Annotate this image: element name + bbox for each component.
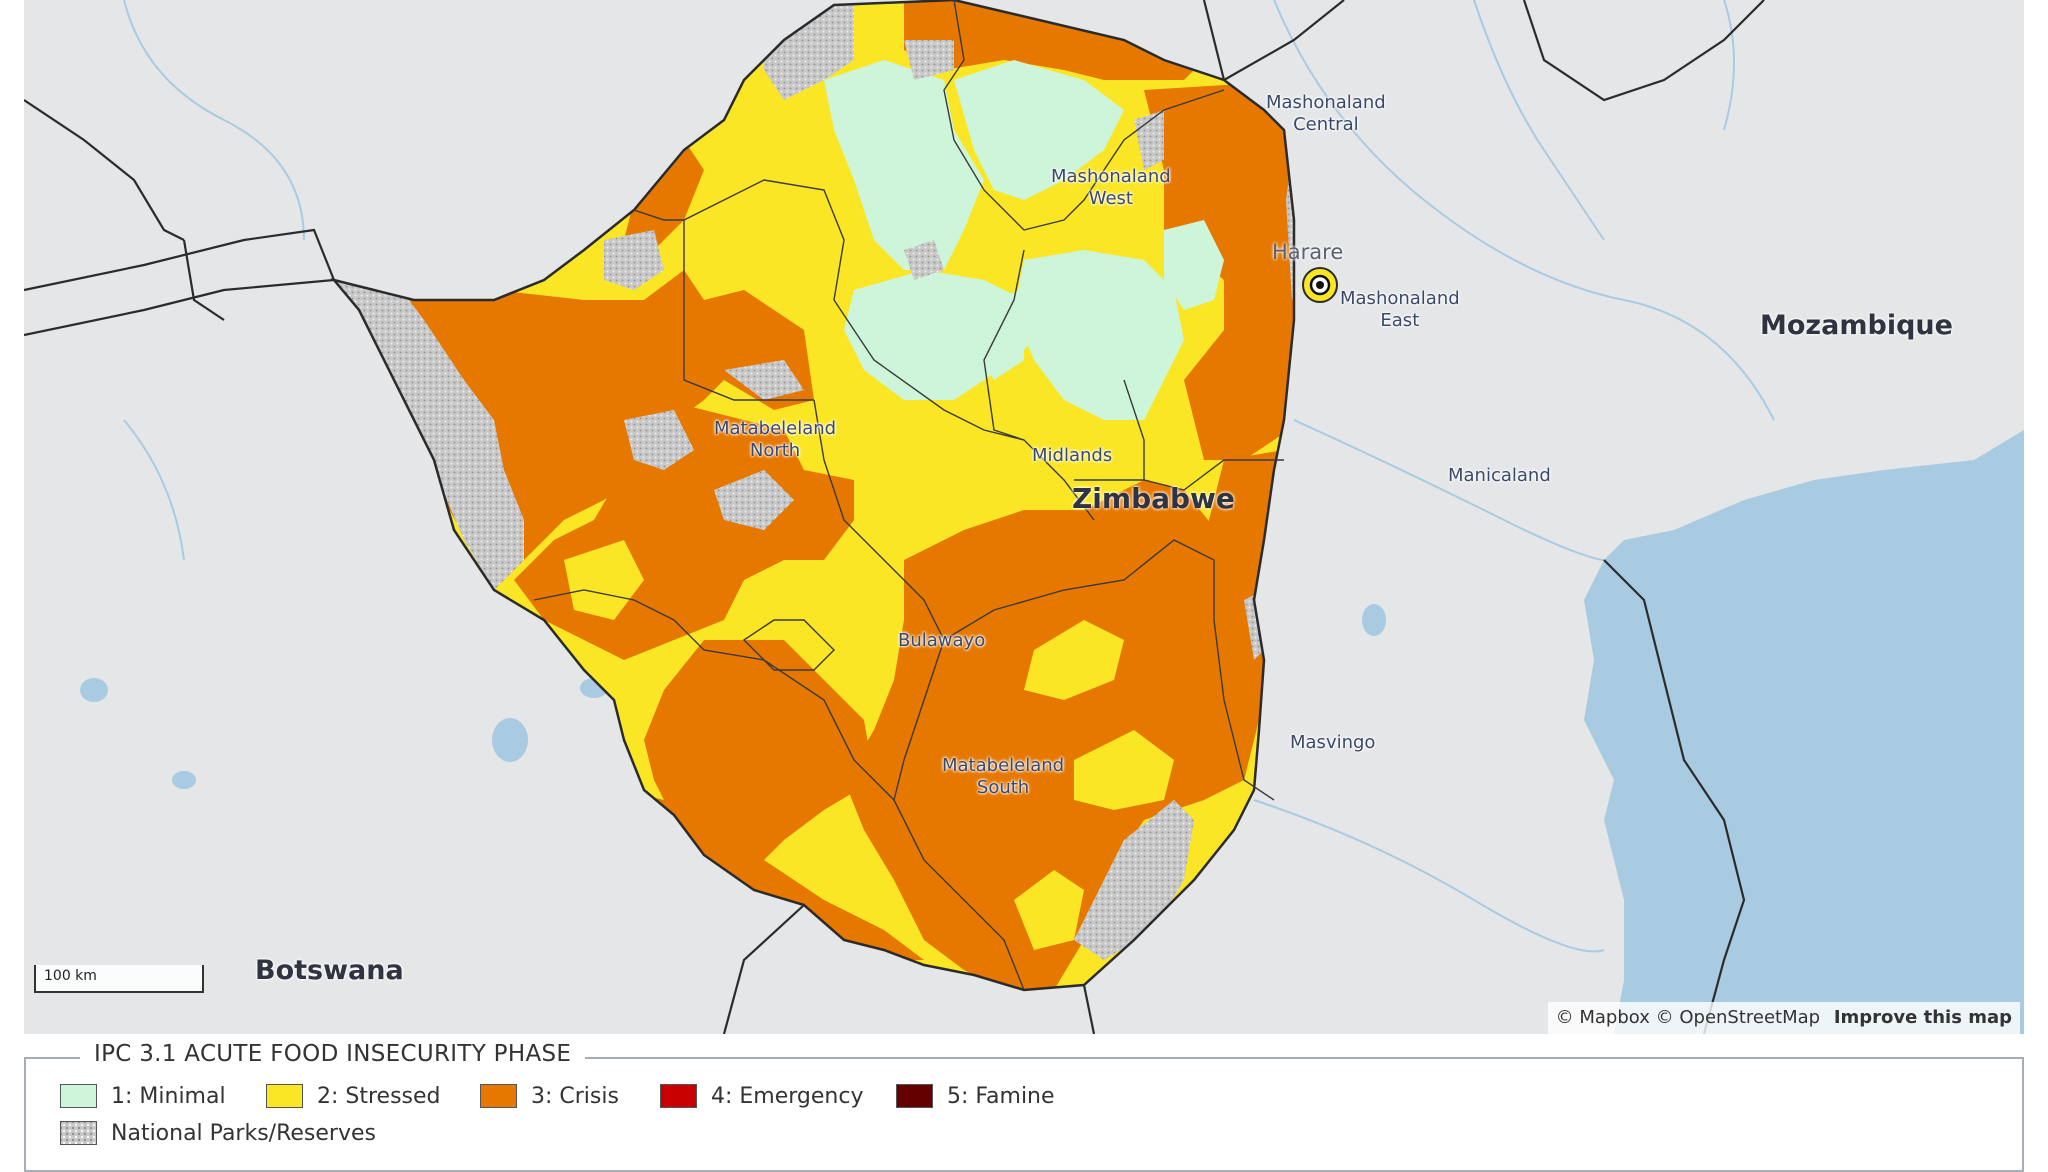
label-mashonaland-west: Mashonaland West: [1051, 166, 1171, 209]
label-masvingo: Masvingo: [1290, 732, 1376, 753]
label-zimbabwe: Zimbabwe: [1072, 482, 1235, 515]
legend-swatch-famine: [896, 1084, 933, 1108]
phase-crisis-areas: [334, 0, 1294, 990]
label-botswana: Botswana: [255, 955, 404, 986]
salt-pan: [492, 718, 528, 762]
phase-minimal-areas: [824, 60, 1224, 420]
legend-swatch-emergency: [660, 1084, 697, 1108]
label-bulawayo: Bulawayo: [898, 630, 986, 651]
label-matabeleland-north: Matabeleland North: [714, 418, 837, 461]
country-borders: [24, 0, 1765, 1034]
mapbox-credit-link[interactable]: © Mapbox: [1555, 1007, 1650, 1028]
legend-item-parks: National Parks/Reserves: [60, 1118, 376, 1148]
improve-map-link[interactable]: Improve this map: [1833, 1007, 2012, 1028]
label-mozambique: Mozambique: [1760, 310, 1953, 341]
map-graphic: [24, 0, 2024, 1034]
label-midlands: Midlands: [1032, 445, 1113, 466]
legend-swatch-crisis: [480, 1084, 517, 1108]
legend-item-stressed: 2: Stressed: [266, 1081, 441, 1111]
legend: IPC 3.1 ACUTE FOOD INSECURITY PHASE 1: M…: [24, 1041, 2024, 1172]
capital-marker[interactable]: [1302, 267, 1338, 303]
label-matabeleland-south: Matabeleland South: [942, 755, 1065, 798]
indian-ocean: [1584, 430, 2024, 1034]
legend-item-famine: 5: Famine: [896, 1081, 1055, 1111]
legend-title: IPC 3.1 ACUTE FOOD INSECURITY PHASE: [80, 1041, 586, 1067]
label-mashonaland-east: Mashonaland East: [1340, 288, 1460, 331]
legend-item-crisis: 3: Crisis: [480, 1081, 619, 1111]
osm-credit-link[interactable]: © OpenStreetMap: [1655, 1007, 1821, 1028]
map-canvas[interactable]: Mozambique Botswana Zimbabwe Harare Mash…: [24, 0, 2024, 1034]
legend-swatch-minimal: [60, 1084, 97, 1108]
zimbabwe-ipc-layer: [334, 0, 1294, 990]
label-mashonaland-central: Mashonaland Central: [1266, 92, 1386, 135]
province-borders: [533, 0, 1284, 991]
map-attribution: © Mapbox © OpenStreetMap Improve this ma…: [1547, 1002, 2020, 1034]
scale-bar: 100 km: [34, 965, 204, 993]
label-harare: Harare: [1272, 240, 1344, 264]
legend-swatch-parks: [60, 1121, 97, 1145]
legend-item-emergency: 4: Emergency: [660, 1081, 864, 1111]
legend-item-minimal: 1: Minimal: [60, 1081, 226, 1111]
rivers: [123, 0, 1775, 953]
label-manicaland: Manicaland: [1448, 465, 1551, 486]
legend-swatch-stressed: [266, 1084, 303, 1108]
